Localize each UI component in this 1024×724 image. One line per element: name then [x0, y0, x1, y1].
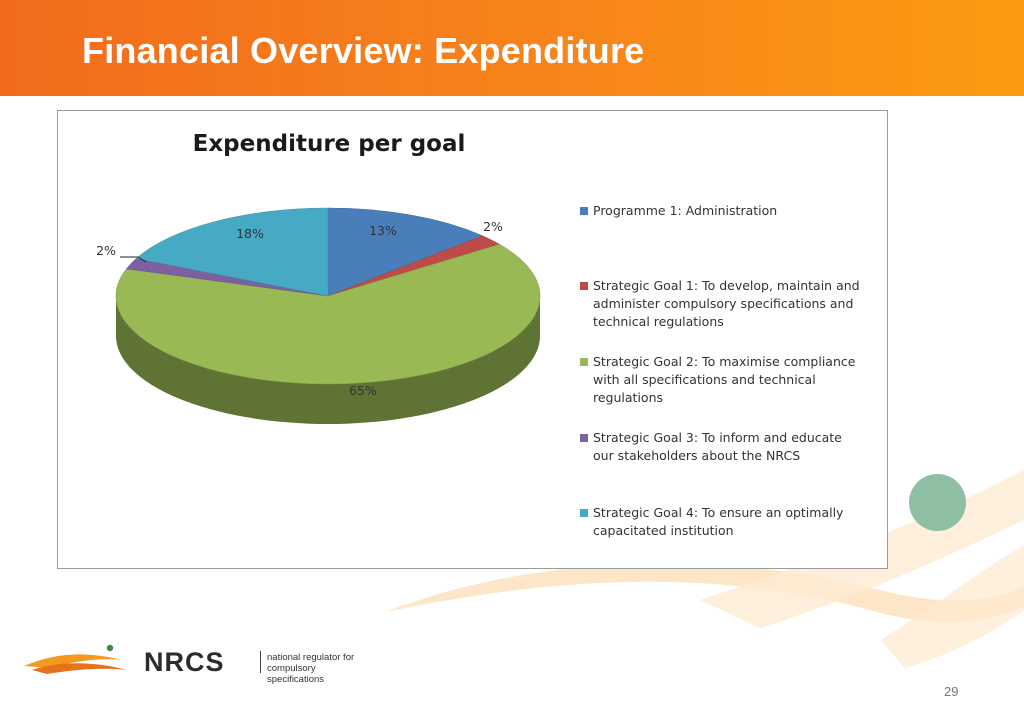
legend-swatch [580, 434, 588, 442]
slide-header: Financial Overview: Expenditure [0, 0, 1024, 96]
legend-label: Strategic Goal 3: To inform and educate … [593, 430, 842, 463]
pie-slice-3 [115, 244, 541, 385]
legend-swatch [580, 358, 588, 366]
logo-tagline: national regulator for compulsory specif… [267, 652, 362, 685]
data-label-4: 2% [96, 243, 116, 258]
logo-tagline-line1: national regulator for [267, 652, 355, 663]
slide-title: Financial Overview: Expenditure [82, 30, 645, 71]
data-label-2: 2% [483, 219, 503, 234]
pie-slice-1 [327, 207, 484, 297]
data-label-3: 65% [349, 383, 377, 398]
legend-swatch [580, 207, 588, 215]
pie-slice-5 [135, 207, 329, 297]
logo-divider [260, 651, 261, 673]
nrcs-logo: NRCS national regulator for compulsory s… [22, 640, 362, 685]
decorative-dot [909, 474, 966, 531]
legend-label: Strategic Goal 1: To develop, maintain a… [593, 278, 860, 329]
legend-label: Strategic Goal 4: To ensure an optimally… [593, 505, 844, 538]
legend-swatch [580, 282, 588, 290]
legend-label: Programme 1: Administration [593, 203, 778, 218]
pie-chart: 13% 2% 65% 2% 18% [96, 207, 541, 424]
chart-title: Expenditure per goal [192, 131, 466, 157]
logo-wordmark: NRCS [144, 647, 225, 677]
data-label-1: 13% [369, 223, 397, 238]
logo-tagline-line2: compulsory specifications [267, 663, 325, 685]
logo-swirl-icon [24, 644, 127, 674]
pie-slice-side [116, 296, 540, 424]
data-label-5: 18% [236, 226, 264, 241]
chart-frame: 13% 2% 65% 2% 18% Expenditure per goal Progr… [57, 110, 888, 569]
legend-label: Strategic Goal 2: To maximise compliance… [593, 354, 856, 405]
legend-swatch [580, 509, 588, 517]
page-number: 29 [944, 684, 959, 699]
leader-line [120, 256, 147, 263]
pie-sides [116, 296, 540, 424]
